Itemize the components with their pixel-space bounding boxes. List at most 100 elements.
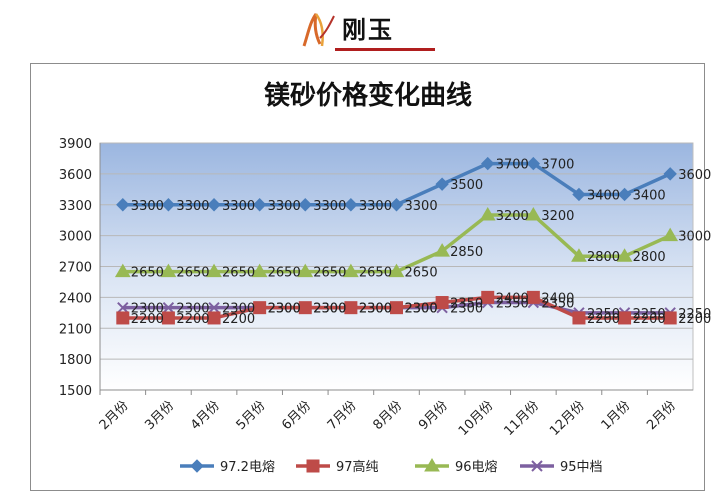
data-label: 2650 xyxy=(359,266,392,281)
y-tick-label: 2700 xyxy=(59,261,92,276)
legend-label: 97高纯 xyxy=(336,459,379,475)
data-point-square xyxy=(572,311,586,325)
data-label: 2250 xyxy=(678,307,711,322)
data-point-triangle xyxy=(114,263,131,278)
data-point-x xyxy=(117,301,129,314)
data-point-triangle xyxy=(160,263,177,278)
brand-name: 刚玉 xyxy=(342,15,394,44)
data-label: 3300 xyxy=(405,199,438,214)
data-point-triangle xyxy=(206,263,222,278)
data-point-diamond xyxy=(252,198,267,212)
x-tick-label: 12月份 xyxy=(547,398,588,439)
data-point-square xyxy=(390,301,403,315)
y-tick-label: 3000 xyxy=(59,230,92,245)
data-label: 3300 xyxy=(131,199,164,214)
x-tick-label: 5月份 xyxy=(234,398,269,433)
data-label: 2200 xyxy=(222,312,255,327)
x-tick-label: 1月份 xyxy=(599,398,634,433)
data-point-square xyxy=(306,459,320,473)
x-tick-label: 11月份 xyxy=(501,398,542,439)
data-label: 2300 xyxy=(222,302,255,317)
y-tick-label: 2100 xyxy=(59,322,92,337)
data-label: 2400 xyxy=(496,291,529,306)
data-point-diamond xyxy=(663,167,677,181)
x-tick-label: 2月份 xyxy=(644,398,679,433)
chart-title: 镁砂价格变化曲线 xyxy=(264,80,472,111)
x-tick-label: 8月份 xyxy=(370,398,405,433)
data-label: 2200 xyxy=(633,312,666,327)
y-axis: 1500 1800 2100 2400 2700 3000 3300 3600 3900 xyxy=(59,137,101,399)
data-label: 3000 xyxy=(678,230,711,245)
data-label: 3300 xyxy=(313,199,346,214)
data-point-diamond xyxy=(526,156,541,171)
data-point-diamond xyxy=(389,198,404,212)
data-point-diamond xyxy=(617,187,632,202)
data-label: 2300 xyxy=(359,302,392,317)
data-point-triangle xyxy=(571,248,587,262)
data-point-triangle xyxy=(525,207,542,221)
x-axis: 2月份 3月份 4月份 5月份 6月份 7月份 8月份 9月份 10月份 11月份 12月份 1月份 2… xyxy=(97,389,693,439)
x-tick-label: 2月份 xyxy=(97,398,132,433)
data-label: 2300 xyxy=(313,302,346,317)
data-point-x xyxy=(208,301,220,314)
data-point-diamond xyxy=(190,459,204,473)
data-label: 3300 xyxy=(222,199,255,214)
data-point-square xyxy=(481,290,495,304)
data-point-diamond xyxy=(435,177,449,191)
data-label: 2800 xyxy=(633,250,666,265)
data-point-square xyxy=(161,311,175,325)
y-tick-label: 1500 xyxy=(59,384,92,399)
x-tick-label: 6月份 xyxy=(279,398,314,433)
data-label: 3700 xyxy=(541,158,574,173)
data-point-diamond xyxy=(207,198,221,212)
data-label: 2300 xyxy=(313,302,346,317)
legend: 97.2电熔 97高纯 96电熔 95中档 xyxy=(180,458,603,475)
data-point-diamond xyxy=(344,198,358,212)
data-label: 2650 xyxy=(405,266,438,281)
data-label: 3400 xyxy=(633,188,666,203)
data-label: 3300 xyxy=(176,199,209,214)
data-label: 2350 xyxy=(541,297,574,312)
x-tick-label: 3月份 xyxy=(142,398,177,433)
data-point-triangle xyxy=(616,248,633,262)
data-label: 2300 xyxy=(131,302,164,317)
data-label: 2200 xyxy=(176,312,209,327)
data-label: 3400 xyxy=(587,188,620,203)
y-tick-label: 3300 xyxy=(59,199,92,214)
legend-label: 96电熔 xyxy=(455,460,498,475)
data-label: 2250 xyxy=(633,307,666,322)
data-label: 2300 xyxy=(268,302,301,317)
data-label: 3500 xyxy=(450,178,483,193)
brand-header: 刚玉 xyxy=(0,0,711,58)
data-label: 2850 xyxy=(450,245,483,260)
data-label: 2250 xyxy=(587,307,620,322)
data-label: 3300 xyxy=(359,199,392,214)
data-point-square xyxy=(435,296,449,310)
data-point-triangle xyxy=(662,227,679,242)
data-label: 2300 xyxy=(450,302,483,317)
data-point-triangle xyxy=(343,263,359,278)
data-point-diamond xyxy=(116,198,130,212)
data-label: 2300 xyxy=(405,302,438,317)
data-label: 2800 xyxy=(587,250,620,265)
data-point-diamond xyxy=(572,187,586,202)
brand-logo-icon xyxy=(302,13,335,47)
data-point-square xyxy=(663,311,677,325)
data-label: 2650 xyxy=(268,266,301,281)
x-tick-label: 4月份 xyxy=(188,398,223,433)
data-point-diamond xyxy=(298,198,312,212)
data-label: 3600 xyxy=(678,168,711,183)
data-labels: 3300 3300 3300 3300 3300 3300 3300 3500 3700 3700… xyxy=(131,158,711,327)
data-point-square xyxy=(207,311,221,325)
series-layer xyxy=(114,156,679,325)
data-point-triangle xyxy=(388,263,405,278)
data-point-x xyxy=(162,301,175,314)
data-point-diamond xyxy=(161,198,176,212)
data-label: 2300 xyxy=(359,302,392,317)
y-tick-label: 2400 xyxy=(59,291,92,306)
data-point-square xyxy=(344,301,358,315)
y-tick-label: 3900 xyxy=(59,137,92,152)
data-point-square xyxy=(618,311,632,325)
data-label: 3300 xyxy=(268,199,301,214)
x-tick-label: 9月份 xyxy=(416,398,451,433)
